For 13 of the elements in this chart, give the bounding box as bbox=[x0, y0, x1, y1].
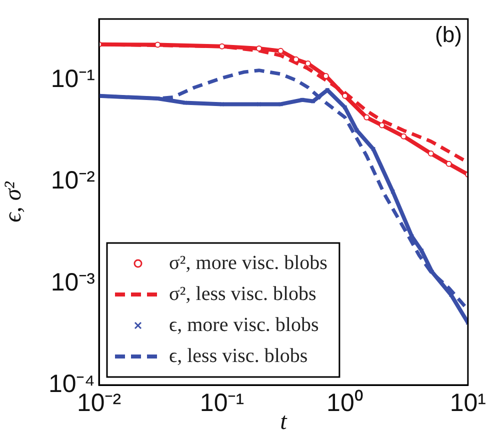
x-tick-label: 10⁻¹ bbox=[200, 388, 244, 417]
y-tick-label: 10⁻² bbox=[50, 166, 95, 195]
legend-label: ϵ, less visc. blobs bbox=[169, 344, 308, 367]
x-axis-title: t bbox=[280, 408, 288, 435]
y-tick-label: 10⁻¹ bbox=[50, 65, 95, 94]
legend-label: σ², more visc. blobs bbox=[169, 252, 328, 274]
y-axis-title: ϵ, σ² bbox=[0, 180, 27, 222]
x-tick-label: 10¹ bbox=[450, 388, 486, 417]
annotation: (b) bbox=[435, 22, 462, 48]
legend-label: σ², less visc. blobs bbox=[169, 282, 317, 305]
x-tick-label: 10⁰ bbox=[326, 388, 364, 417]
legend-label: ϵ, more visc. blobs bbox=[169, 314, 319, 336]
y-tick-label: 10⁻³ bbox=[50, 268, 95, 296]
